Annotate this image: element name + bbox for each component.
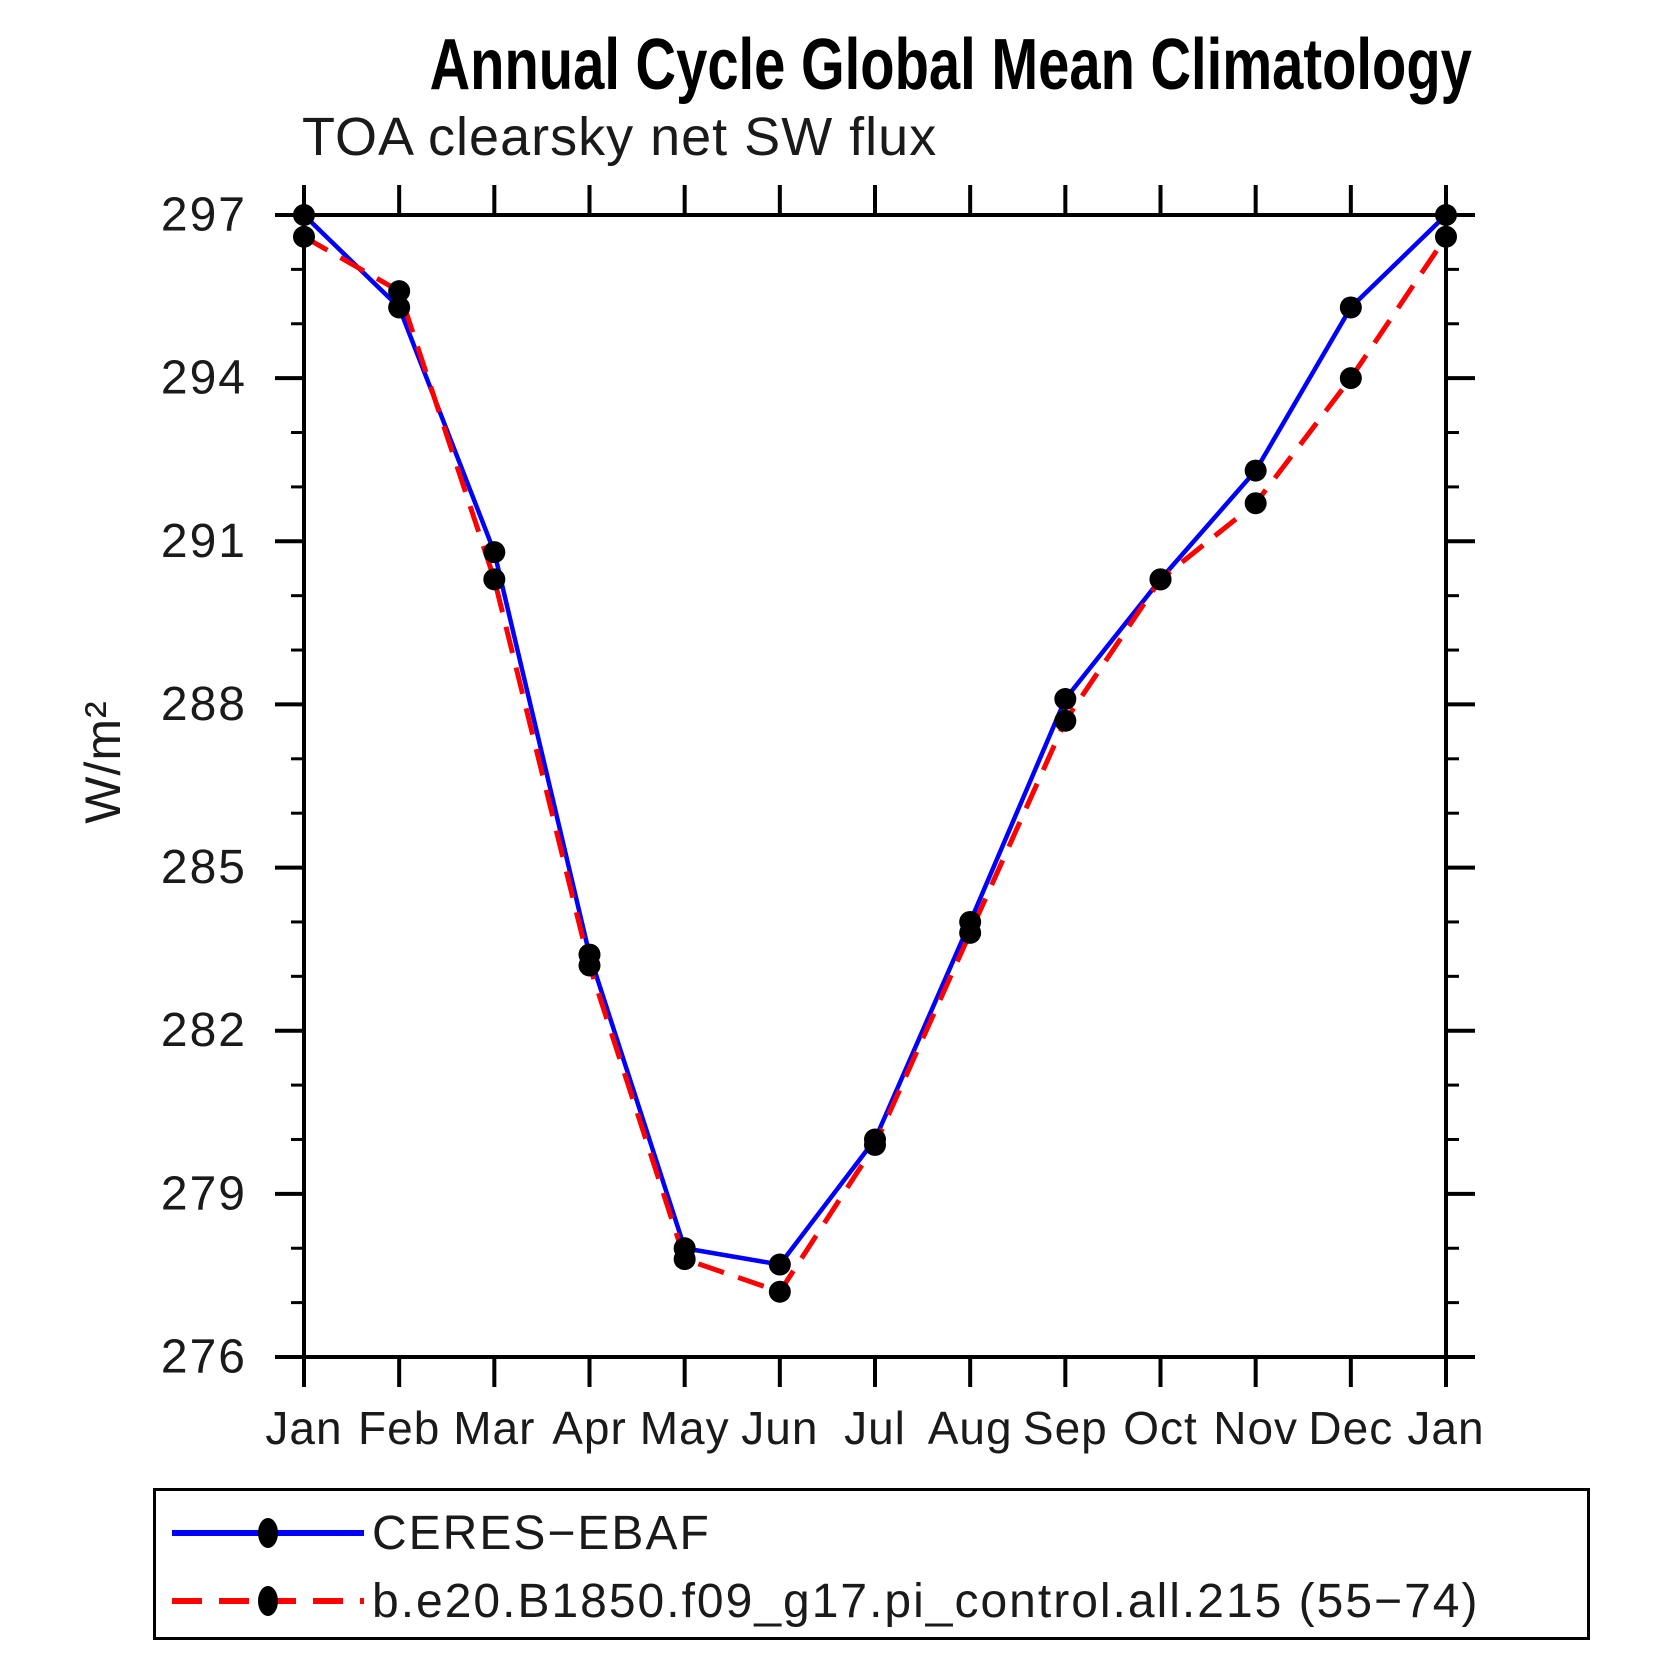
y-tick-label: 282 [161, 1004, 247, 1057]
series-ceres-line [302, 213, 1448, 1268]
model-data-point-marker [1054, 709, 1077, 732]
x-tick-label: Apr [552, 1402, 627, 1454]
x-tick-label: Dec [1308, 1402, 1393, 1454]
model-data-point-marker [959, 921, 982, 944]
model-data-point-marker [1149, 568, 1172, 591]
ceres-data-point-marker [388, 296, 411, 319]
legend-label: CERES−EBAF [372, 1506, 711, 1560]
legend-label: b.e20.B1850.f09_g17.pi_control.all.215 (… [372, 1574, 1480, 1628]
ceres-data-point-marker [483, 541, 506, 564]
x-tick-label: Oct [1123, 1402, 1198, 1454]
ceres-data-point-marker [1339, 296, 1362, 319]
y-tick-label: 276 [161, 1331, 247, 1384]
y-tick-label: 288 [161, 678, 247, 731]
model-data-point-marker [293, 225, 315, 248]
model-data-point-marker [768, 1280, 791, 1303]
model-data-point-marker [673, 1248, 696, 1271]
ceres-data-point-marker [1244, 459, 1267, 482]
x-tick-label: Sep [1023, 1402, 1108, 1454]
ceres-data-point-marker [1435, 204, 1457, 226]
x-tick-label: Aug [928, 1402, 1013, 1454]
chart-subtitle: TOA clearsky net SW flux [302, 107, 938, 167]
x-tick-label: Jun [741, 1402, 818, 1454]
model-data-point-marker [578, 954, 601, 977]
chart-title: Annual Cycle Global Mean Climatology [429, 25, 1472, 105]
legend-entry: CERES−EBAF [168, 1498, 711, 1568]
y-tick-label: 279 [161, 1167, 247, 1220]
x-tick-label: Mar [453, 1402, 535, 1454]
model-data-point-marker [864, 1133, 886, 1156]
x-tick-label: Jan [265, 1402, 342, 1454]
x-tick-label: Nov [1213, 1402, 1298, 1454]
y-tick-label: 291 [161, 515, 247, 568]
model-data-point-marker [388, 280, 411, 303]
legend-sample-marker [258, 1586, 278, 1616]
model-data-point-marker [483, 568, 506, 591]
legend-blue-solid-line-sample [172, 1518, 364, 1548]
legend-box: CERES−EBAF b.e20.B1850.f09_g17.pi_control… [153, 1488, 1590, 1640]
plot-frame [302, 213, 1448, 1359]
model-data-point-marker [1435, 225, 1457, 248]
x-tick-label: Jul [844, 1402, 906, 1454]
x-tick-label: May [640, 1402, 730, 1454]
ceres-data-point-marker [293, 204, 315, 226]
ceres-data-point-marker [768, 1253, 791, 1276]
y-tick-label: 285 [161, 841, 247, 894]
x-tick-label: Jan [1407, 1402, 1484, 1454]
y-tick-label: 297 [161, 189, 247, 242]
model-data-point-marker [1339, 367, 1362, 390]
legend-red-dashed-line-sample [172, 1586, 364, 1616]
legend-sample-marker [258, 1518, 278, 1548]
x-tick-label: Feb [358, 1402, 440, 1454]
ceres-data-point-marker [1054, 687, 1077, 710]
legend-entry: b.e20.B1850.f09_g17.pi_control.all.215 (… [168, 1566, 1479, 1636]
y-tick-label: 294 [161, 352, 247, 405]
model-data-point-marker [1244, 492, 1267, 515]
